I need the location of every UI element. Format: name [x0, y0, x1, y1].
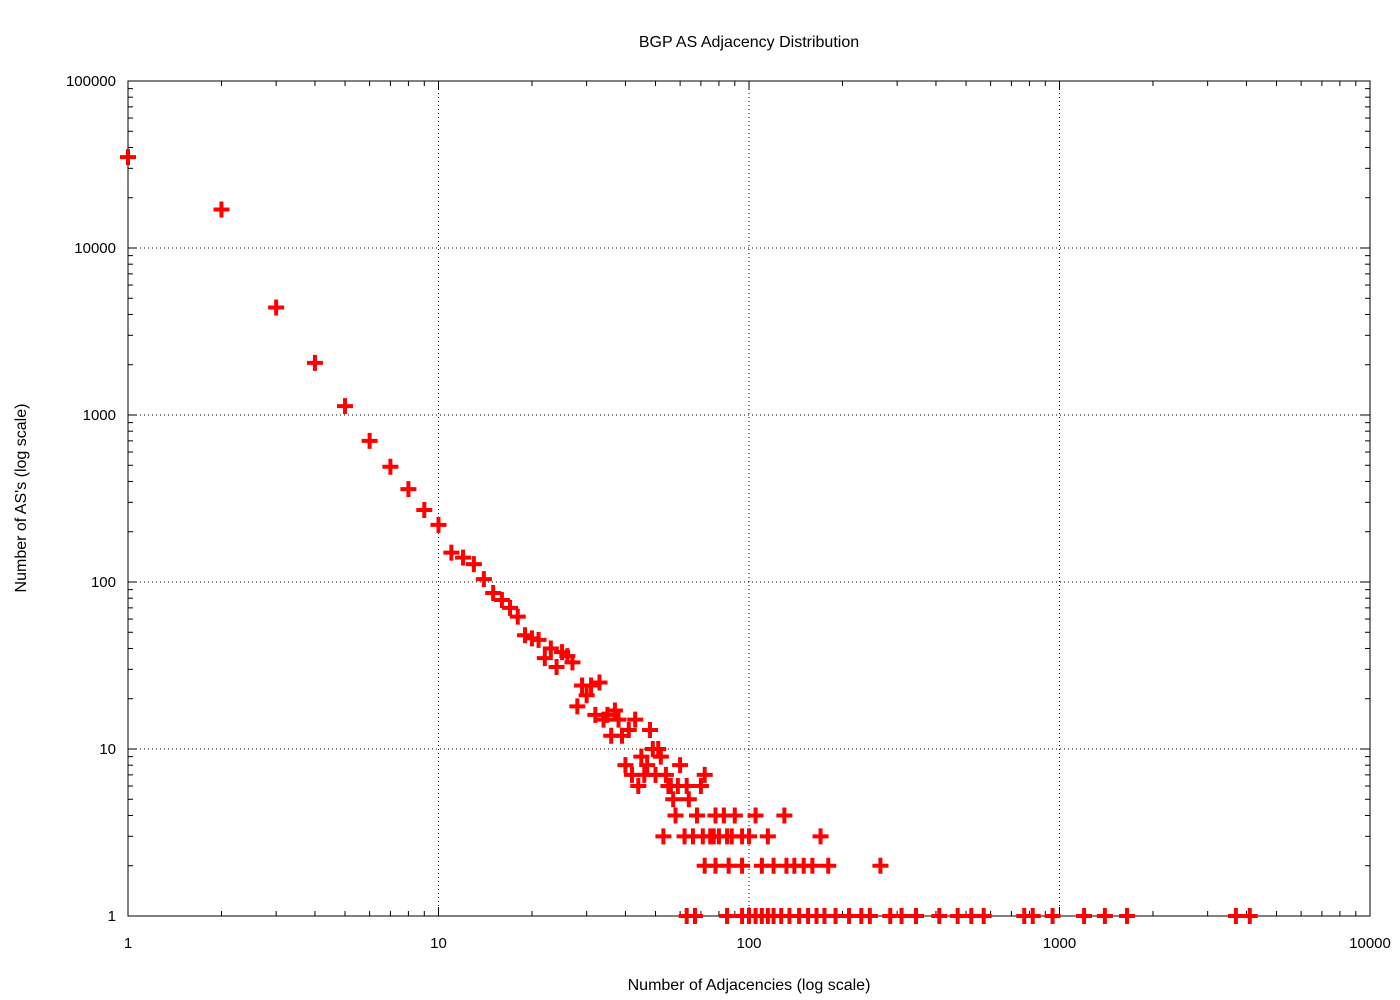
data-point: [747, 807, 764, 824]
data-point: [1119, 908, 1136, 924]
data-point: [688, 807, 705, 824]
data-point: [475, 571, 492, 588]
data-point: [667, 807, 684, 824]
data-point: [741, 828, 757, 845]
data-point: [949, 908, 966, 924]
data-point: [630, 778, 647, 795]
data-point: [627, 711, 644, 728]
data-point: [485, 584, 502, 601]
data-point: [610, 711, 627, 728]
data-point: [872, 857, 889, 874]
data-point: [907, 908, 924, 924]
data-point: [536, 650, 553, 667]
data-point: [786, 857, 803, 874]
data-point: [776, 807, 793, 824]
x-tick-label: 10000: [1349, 935, 1391, 952]
data-point: [465, 556, 482, 573]
data-point: [509, 608, 526, 625]
data-point: [633, 748, 650, 765]
x-tick-label: 100: [736, 935, 761, 952]
data-point: [726, 807, 743, 824]
data-point: [655, 828, 672, 845]
data-point: [337, 398, 354, 415]
data-point: [502, 599, 519, 616]
data-point: [120, 149, 136, 166]
data-point: [719, 908, 736, 924]
data-point: [657, 766, 674, 783]
data-point: [564, 654, 581, 671]
data-point: [665, 791, 682, 808]
data-point: [975, 908, 992, 924]
y-tick-label: 10: [99, 741, 116, 758]
data-point: [400, 481, 417, 498]
data-point: [306, 354, 323, 371]
data-point: [827, 908, 844, 924]
grid-lines: [128, 81, 1370, 916]
data-point: [569, 698, 586, 715]
data-point: [812, 828, 829, 845]
data-point: [578, 687, 595, 704]
data-point: [696, 766, 713, 783]
data-point: [548, 658, 565, 675]
data-point: [542, 640, 559, 657]
data-point: [620, 721, 637, 738]
data-point: [720, 857, 737, 874]
data-point: [591, 674, 608, 691]
tick-labels: 1 10 100 1000 10000 1 10 100 1000 10000 100000: [66, 73, 1391, 952]
data-point: [692, 778, 709, 795]
data-point: [1024, 908, 1041, 924]
x-tick-label: 1000: [1043, 935, 1076, 952]
data-point: [680, 791, 697, 808]
y-tick-label: 1: [108, 908, 116, 925]
data-point: [430, 516, 447, 533]
y-axis-label: Number of AS's (log scale): [13, 404, 30, 593]
data-point: [1227, 908, 1244, 924]
x-tick-label: 1: [124, 935, 132, 952]
data-point: [1096, 908, 1113, 924]
data-point: [734, 857, 751, 874]
data-point: [931, 908, 948, 924]
chart-title: BGP AS Adjacency Distribution: [639, 34, 859, 51]
data-point: [455, 549, 472, 566]
data-point: [268, 299, 285, 316]
y-tick-label: 100: [91, 574, 116, 591]
data-point: [639, 757, 656, 774]
data-point: [382, 458, 399, 475]
data-point: [642, 721, 659, 738]
data-point: [804, 857, 821, 874]
data-point: [820, 857, 837, 874]
data-point: [686, 908, 703, 924]
y-tick-label: 100000: [66, 73, 116, 90]
x-axis-label: Number of Adjacencies (log scale): [628, 977, 871, 994]
data-point: [443, 544, 460, 561]
data-point: [493, 592, 510, 609]
data-point: [361, 432, 378, 449]
data-points: [120, 149, 1258, 924]
data-point: [652, 748, 669, 765]
data-point: [861, 908, 878, 924]
data-point: [1241, 908, 1258, 924]
data-point: [893, 908, 910, 924]
data-point: [416, 501, 433, 518]
data-point: [530, 631, 547, 648]
data-point: [1076, 908, 1093, 924]
data-point: [678, 778, 695, 795]
y-tick-label: 1000: [83, 407, 116, 424]
data-point: [213, 201, 230, 218]
x-tick-label: 10: [430, 935, 447, 952]
data-point: [759, 828, 776, 845]
data-point: [672, 757, 689, 774]
data-point: [606, 702, 623, 719]
data-point: [650, 741, 667, 757]
data-point: [583, 677, 600, 694]
y-tick-label: 10000: [74, 240, 116, 257]
data-point: [617, 757, 634, 774]
data-point: [1044, 908, 1061, 924]
